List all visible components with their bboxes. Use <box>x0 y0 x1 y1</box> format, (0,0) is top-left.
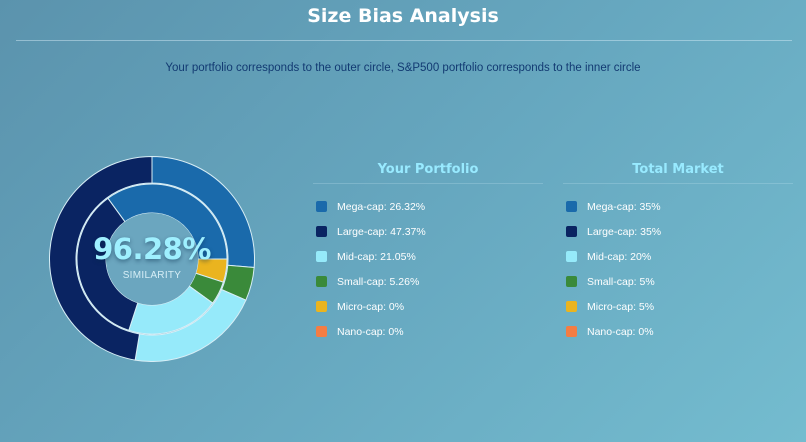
similarity-label: SIMILARITY <box>122 270 182 281</box>
legend-item[interactable]: Small-cap: 5.26% <box>313 269 543 294</box>
legend-swatch <box>316 226 327 237</box>
segment-large-cap[interactable] <box>49 156 153 361</box>
legend-title: Your Portfolio <box>313 162 543 184</box>
legend-item[interactable]: Nano-cap: 0% <box>313 319 543 344</box>
legend-swatch <box>566 226 577 237</box>
legend-label: Small-cap: 5% <box>587 275 655 288</box>
legend-label: Nano-cap: 0% <box>337 325 404 338</box>
legend-item[interactable]: Mega-cap: 35% <box>563 194 793 219</box>
legend-item[interactable]: Mid-cap: 21.05% <box>313 244 543 269</box>
legend-swatch <box>566 326 577 337</box>
legend-item[interactable]: Large-cap: 47.37% <box>313 219 543 244</box>
legend-swatch <box>316 301 327 312</box>
legend-label: Large-cap: 35% <box>587 225 662 238</box>
legend-your-portfolio: Your Portfolio Mega-cap: 26.32% Large-cap… <box>313 162 543 344</box>
legend-label: Mid-cap: 20% <box>587 250 652 263</box>
legend-label: Micro-cap: 0% <box>337 300 405 313</box>
nested-donut-chart <box>49 156 255 362</box>
title-divider <box>16 40 792 41</box>
legend-label: Micro-cap: 5% <box>587 300 655 313</box>
legend-item[interactable]: Small-cap: 5% <box>563 269 793 294</box>
legend-title: Total Market <box>563 162 793 184</box>
legend-total-market: Total Market Mega-cap: 35% Large-cap: 35%… <box>563 162 793 344</box>
legend-label: Small-cap: 5.26% <box>337 275 420 288</box>
legend-swatch <box>566 201 577 212</box>
legend-swatch <box>566 251 577 262</box>
page-title: Size Bias Analysis <box>307 5 499 27</box>
chart-description: Your portfolio corresponds to the outer … <box>165 62 641 74</box>
legend-item[interactable]: Nano-cap: 0% <box>563 319 793 344</box>
inner-ring-total-market <box>76 183 228 335</box>
legend-swatch <box>316 326 327 337</box>
legend-item[interactable]: Micro-cap: 0% <box>313 294 543 319</box>
legend-label: Mega-cap: 35% <box>587 200 661 213</box>
legend-swatch <box>316 251 327 262</box>
legend-label: Mid-cap: 21.05% <box>337 250 416 263</box>
legend-label: Nano-cap: 0% <box>587 325 654 338</box>
legend-swatch <box>316 276 327 287</box>
legend-swatch <box>566 301 577 312</box>
outer-ring-your-portfolio <box>49 156 255 362</box>
legend-swatch <box>566 276 577 287</box>
legend-label: Mega-cap: 26.32% <box>337 200 426 213</box>
legend-item[interactable]: Large-cap: 35% <box>563 219 793 244</box>
legend-label: Large-cap: 47.37% <box>337 225 426 238</box>
donut-hole <box>106 213 198 305</box>
legend-item[interactable]: Micro-cap: 5% <box>563 294 793 319</box>
similarity-value: 96.28% <box>93 232 211 266</box>
legend-item[interactable]: Mega-cap: 26.32% <box>313 194 543 219</box>
legend-item[interactable]: Mid-cap: 20% <box>563 244 793 269</box>
legend-swatch <box>316 201 327 212</box>
